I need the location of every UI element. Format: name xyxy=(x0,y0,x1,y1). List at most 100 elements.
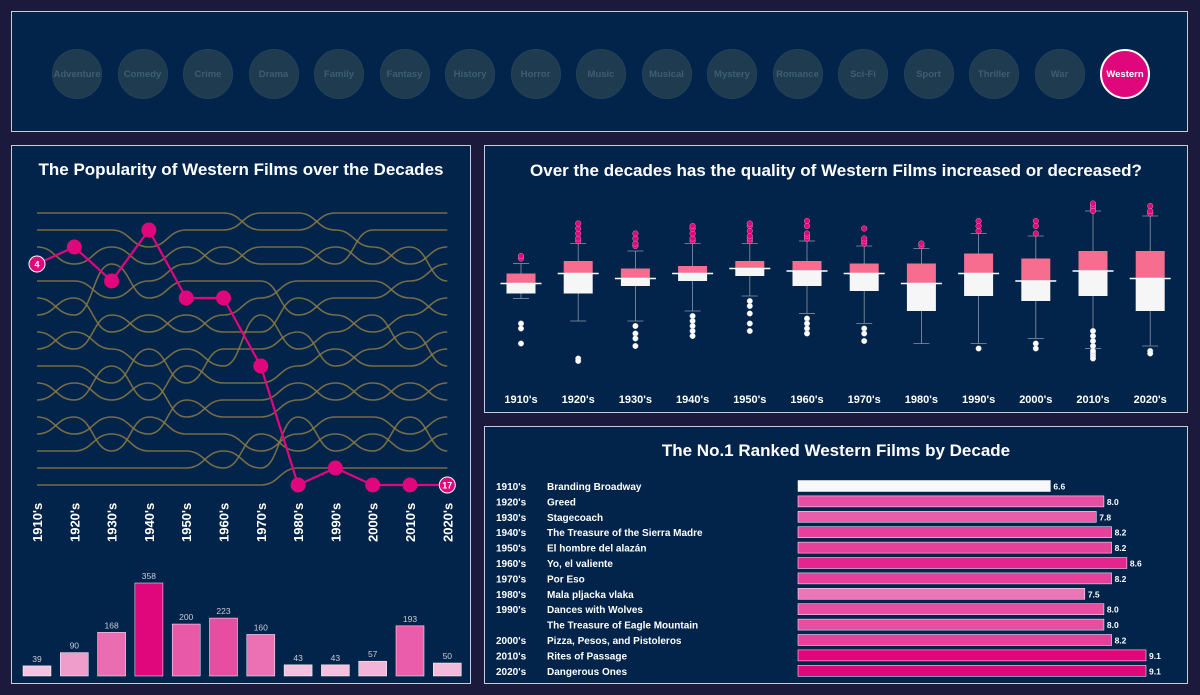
genre-button-romance[interactable]: Romance xyxy=(772,49,823,99)
film-count-bar-1960-s[interactable] xyxy=(209,617,238,677)
genre-button-family[interactable]: Family xyxy=(314,49,364,99)
genre-button-war[interactable]: War xyxy=(1034,49,1085,99)
ranked-decade-label-1960-s: 1960's xyxy=(496,559,527,570)
western-rank-line xyxy=(36,227,448,487)
box-outlier-1910-s-1 xyxy=(518,252,525,259)
box-upper-1990-s[interactable] xyxy=(964,253,994,274)
other-genre-line-14 xyxy=(37,416,448,469)
box-upper-1910-s[interactable] xyxy=(506,273,536,284)
ranked-bar-dances-with-wolves[interactable] xyxy=(797,603,1105,615)
film-count-bar-1940-s[interactable] xyxy=(134,582,164,677)
box-lower-1950-s[interactable] xyxy=(735,268,765,277)
ranked-bar-greed[interactable] xyxy=(797,495,1105,508)
western-rank-point-2020-s[interactable] xyxy=(438,476,456,494)
box-upper-1960-s[interactable] xyxy=(792,261,822,271)
ranked-value-label-the-treasure-of-the-sierra-madre: 8.2 xyxy=(1115,528,1127,538)
western-rank-point-1950-s[interactable] xyxy=(178,290,194,306)
box-upper-2010-s[interactable] xyxy=(1078,251,1108,271)
genre-button-music[interactable]: Music xyxy=(576,49,626,99)
ranked-bar-branding-broadway[interactable] xyxy=(797,480,1051,492)
box-lower-1970-s[interactable] xyxy=(849,273,879,292)
box-outlier-1920-s-1 xyxy=(575,235,582,242)
box-outlier-1990-s-0 xyxy=(975,227,982,234)
film-count-bar-1980-s[interactable] xyxy=(283,664,313,677)
western-rank-point-1930-s[interactable] xyxy=(104,273,120,289)
ranked-bar-stagecoach[interactable] xyxy=(797,511,1097,523)
ranked-film-label-yo-el-valiente: Yo, el valiente xyxy=(547,559,613,570)
box-upper-1980-s[interactable] xyxy=(906,263,936,284)
genre-button-mystery[interactable]: Mystery xyxy=(707,49,757,99)
ranked-bar-por-eso[interactable] xyxy=(797,572,1112,585)
box-lower-1960-s[interactable] xyxy=(792,271,822,286)
ranked-bar-pizza-pesos-and-pistoleros[interactable] xyxy=(797,634,1112,646)
box-upper-2000-s[interactable] xyxy=(1021,258,1051,282)
film-count-bar-1930-s[interactable] xyxy=(97,632,126,677)
box-upper-1950-s[interactable] xyxy=(735,261,765,269)
genre-button-sport[interactable]: Sport xyxy=(903,49,954,99)
box-outlier-1990-s-3 xyxy=(975,345,982,352)
box-lower-1930-s[interactable] xyxy=(620,278,650,287)
box-lower-1940-s[interactable] xyxy=(678,273,708,282)
box-outlier-2010-s-11 xyxy=(1090,327,1097,334)
ranked-bar-el-hombre-del-alaz-n[interactable] xyxy=(797,541,1112,554)
western-rank-point-1940-s[interactable] xyxy=(141,222,157,238)
western-rank-point-1990-s[interactable] xyxy=(327,460,343,476)
genre-button-thriller[interactable]: Thriller xyxy=(969,49,1019,99)
western-rank-point-1980-s[interactable] xyxy=(290,477,306,493)
genre-button-crime[interactable]: Crime xyxy=(183,49,233,99)
box-outlier-1930-s-5 xyxy=(632,330,639,337)
ranked-film-label-stagecoach: Stagecoach xyxy=(547,513,603,524)
genre-button-adventure[interactable]: Adventure xyxy=(52,49,102,99)
ranked-bar-dangerous-ones[interactable] xyxy=(797,665,1147,677)
popularity-x-tick-1970-s: 1970's xyxy=(254,503,269,542)
ranked-bar-the-treasure-of-eagle-mountain[interactable] xyxy=(797,618,1105,631)
box-upper-1920-s[interactable] xyxy=(563,261,593,274)
western-rank-point-1910-s[interactable] xyxy=(28,255,46,273)
box-lower-2010-s[interactable] xyxy=(1078,271,1108,296)
box-lower-2020-s[interactable] xyxy=(1135,278,1165,312)
ranked-bar-mala-pljacka-vlaka[interactable] xyxy=(797,588,1086,600)
ranked-bar-rites-of-passage[interactable] xyxy=(797,649,1147,662)
film-count-bar-1920-s[interactable] xyxy=(60,652,89,677)
film-count-bar-1950-s[interactable] xyxy=(171,623,201,677)
western-rank-point-2010-s[interactable] xyxy=(402,477,418,493)
film-count-bar-1990-s[interactable] xyxy=(321,664,350,677)
genre-button-history[interactable]: History xyxy=(445,49,495,99)
genre-button-sci-fi[interactable]: Sci-Fi xyxy=(838,49,888,99)
box-upper-1930-s[interactable] xyxy=(620,268,650,279)
box-lower-1910-s[interactable] xyxy=(506,283,536,294)
box-outlier-1960-s-2 xyxy=(804,230,811,237)
box-upper-2020-s[interactable] xyxy=(1135,251,1165,279)
genre-button-drama[interactable]: Drama xyxy=(248,49,299,99)
box-outlier-1930-s-2 xyxy=(632,235,639,242)
genre-button-fantasy[interactable]: Fantasy xyxy=(379,49,430,99)
film-count-bar-2010-s[interactable] xyxy=(395,625,425,677)
genre-button-horror[interactable]: Horror xyxy=(510,49,561,99)
film-count-bar-2020-s[interactable] xyxy=(433,662,462,677)
genre-button-western[interactable]: Western xyxy=(1100,49,1150,99)
western-rank-point-1960-s[interactable] xyxy=(216,290,231,306)
ranked-bar-the-treasure-of-the-sierra-madre[interactable] xyxy=(797,526,1112,538)
western-rank-point-1970-s[interactable] xyxy=(253,358,269,374)
ranked-value-label-yo-el-valiente: 8.6 xyxy=(1130,559,1142,569)
box-lower-2000-s[interactable] xyxy=(1021,281,1051,301)
box-upper-1970-s[interactable] xyxy=(849,263,879,274)
genre-button-musical[interactable]: Musical xyxy=(641,49,692,99)
ranked-bar-yo-el-valiente[interactable] xyxy=(797,557,1128,569)
film-count-label-2000-s: 57 xyxy=(368,649,378,659)
western-rank-point-1920-s[interactable] xyxy=(66,239,82,255)
box-lower-1980-s[interactable] xyxy=(906,283,936,312)
popularity-x-tick-1960-s: 1960's xyxy=(217,503,232,542)
film-count-bar-2000-s[interactable] xyxy=(358,660,387,677)
box-outlier-1970-s-5 xyxy=(861,330,868,337)
box-lower-1990-s[interactable] xyxy=(964,273,994,297)
box-outlier-1920-s-2 xyxy=(575,230,582,237)
box-outlier-1930-s-7 xyxy=(632,342,639,349)
box-lower-1920-s[interactable] xyxy=(563,273,593,294)
film-count-bar-1970-s[interactable] xyxy=(246,634,276,677)
box-outlier-1940-s-8 xyxy=(689,327,696,334)
genre-button-comedy[interactable]: Comedy xyxy=(117,49,168,99)
film-count-bar-1910-s[interactable] xyxy=(22,665,52,677)
box-upper-1940-s[interactable] xyxy=(678,266,708,274)
western-rank-point-2000-s[interactable] xyxy=(365,477,381,493)
